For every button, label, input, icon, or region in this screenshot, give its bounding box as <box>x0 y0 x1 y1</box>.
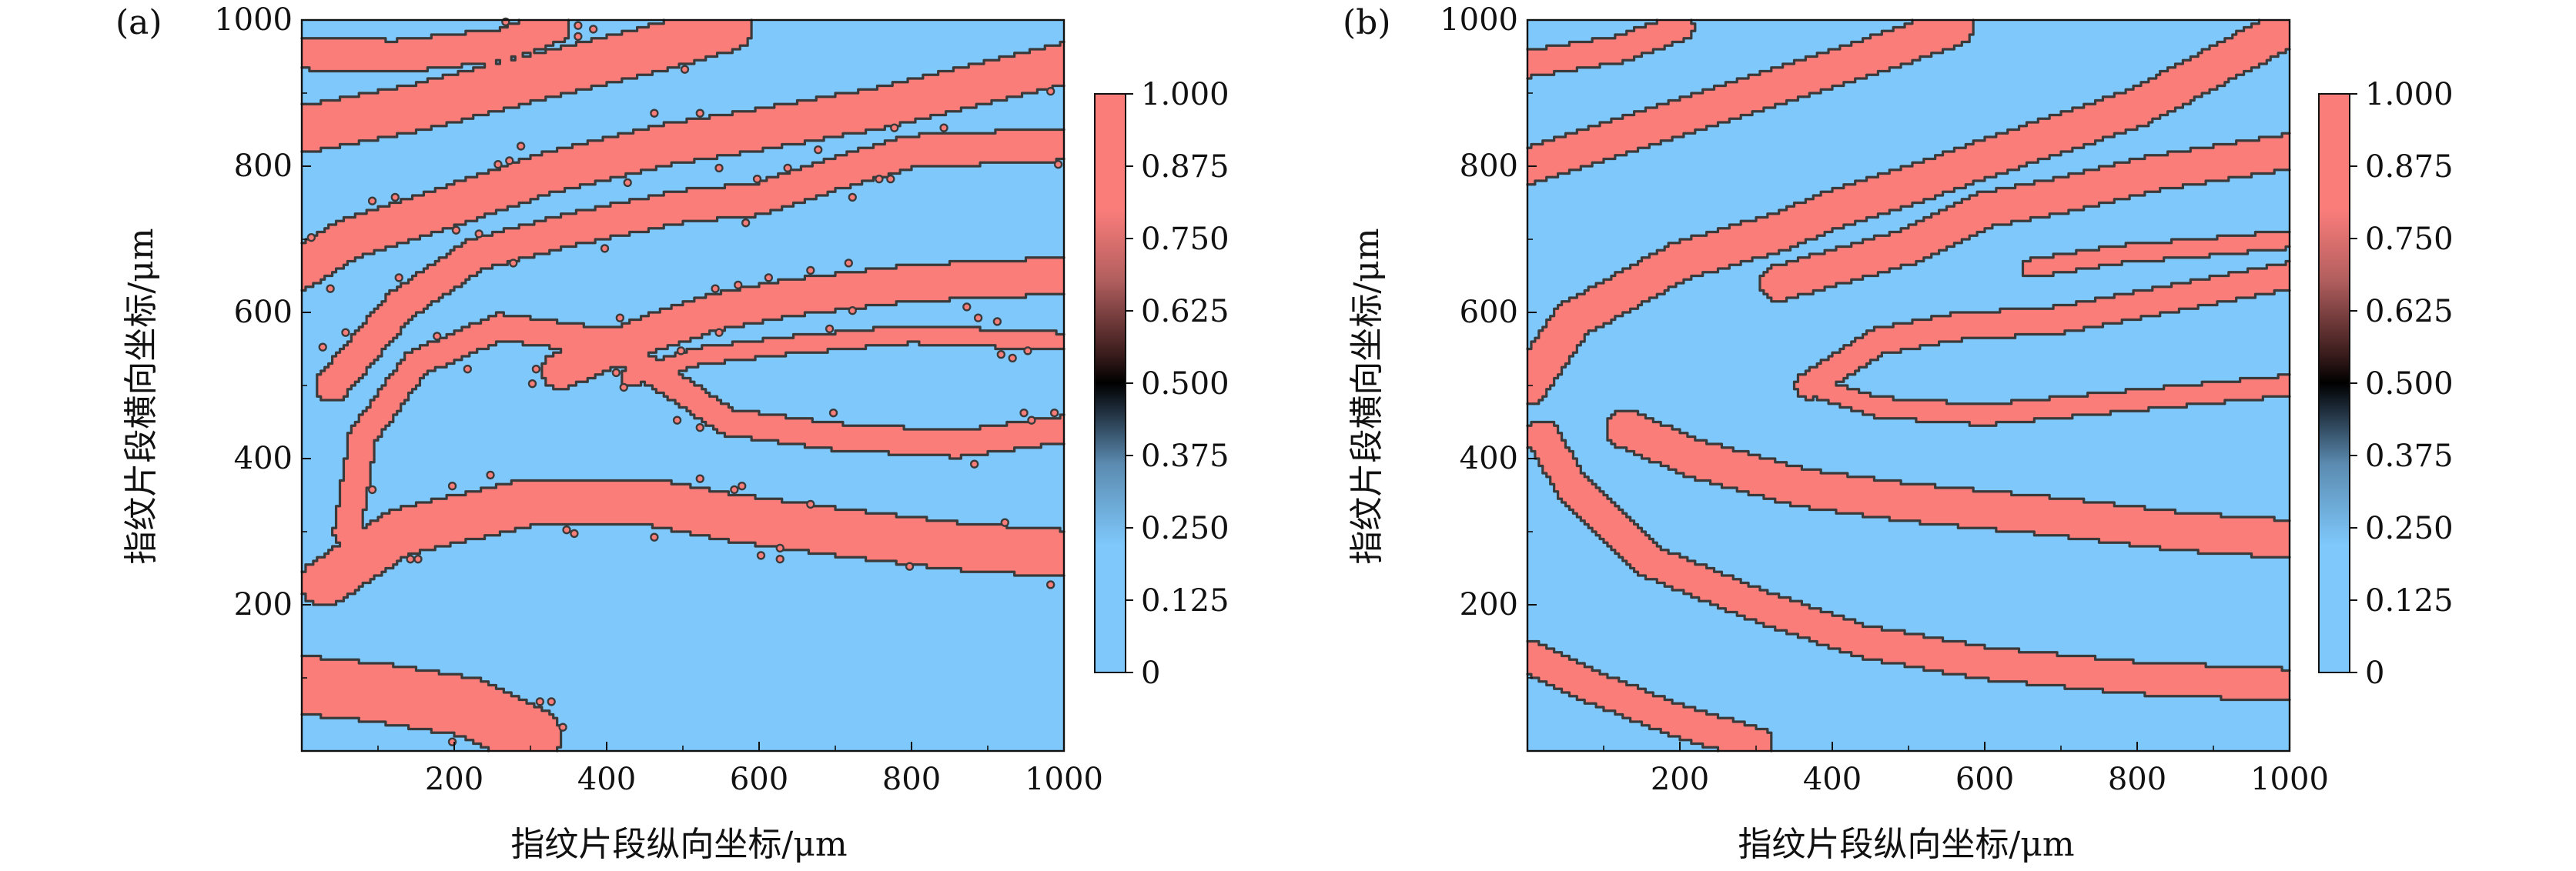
colorbar-tick-label: 0.500 <box>1141 366 1229 402</box>
x-axis-title-a: 指纹片段纵向坐标/μm <box>510 825 847 864</box>
colorbar-tick-label: 0.125 <box>1141 583 1229 619</box>
y-tick-label: 1000 <box>214 2 293 38</box>
colorbar-tick-label: 0 <box>2365 656 2384 691</box>
colorbar-tick-label: 1.000 <box>1141 77 1229 112</box>
colorbar-tick-label: 0.125 <box>2365 583 2454 619</box>
panel-b: (b) 200 400 600 800 1000 200 400 600 800 1000 指纹片… <box>1343 2 2454 864</box>
colorbar-tick-label: 0.250 <box>2365 511 2454 546</box>
y-axis-title-a: 指纹片段横向坐标/μm <box>122 228 161 564</box>
colorbar-tick-label: 0.375 <box>2365 439 2454 474</box>
x-tick-label: 400 <box>577 762 636 797</box>
colorbar-a: 0 0.125 0.250 0.375 0.500 0.625 0.750 0.875 1.00… <box>1094 77 1229 691</box>
y-tick-label: 600 <box>234 295 293 330</box>
colorbar-tick-label: 0.500 <box>2365 366 2454 402</box>
y-tick-label: 800 <box>1460 149 1518 184</box>
colorbar-tick-label: 0 <box>1141 656 1160 691</box>
colorbar-tick-label: 1.000 <box>2365 77 2454 112</box>
colorbar-tick-label: 0.625 <box>1141 294 1229 329</box>
x-axis-title-b: 指纹片段纵向坐标/μm <box>1738 825 2074 864</box>
colorbar-tick-label: 0.750 <box>2365 222 2454 257</box>
y-tick-label: 200 <box>234 587 293 622</box>
x-tick-label: 800 <box>882 762 941 797</box>
x-tick-label: 200 <box>1651 762 1709 797</box>
speckle-islands <box>306 17 1063 746</box>
panel-label-a: (a) <box>115 3 162 42</box>
contour-lines <box>1526 18 2291 753</box>
y-tick-label: 200 <box>1460 587 1518 622</box>
axes-a: 200 400 600 800 1000 200 400 600 800 1000 <box>214 2 1103 797</box>
y-tick-label: 1000 <box>1440 2 1518 38</box>
y-tick-label: 600 <box>1460 295 1518 330</box>
colorbar-gradient <box>1094 93 1126 673</box>
heatmap-region-high <box>301 20 1064 751</box>
colorbar-tick-label: 0.875 <box>2365 149 2454 185</box>
x-tick-label: 600 <box>730 762 788 797</box>
axes-b: 200 400 600 800 1000 200 400 600 800 1000 <box>1440 2 2329 797</box>
y-axis-title-b: 指纹片段横向坐标/μm <box>1347 228 1387 564</box>
heatmap-plot-b <box>1526 18 2291 753</box>
colorbar-tick-label: 0.750 <box>1141 222 1229 257</box>
x-tick-label: 400 <box>1803 762 1862 797</box>
colorbar-tick-label: 0.375 <box>1141 439 1229 474</box>
heatmap-plot-a <box>300 17 1066 753</box>
x-tick-label: 200 <box>425 762 483 797</box>
y-tick-label: 800 <box>234 149 293 184</box>
colorbar-tick-label: 0.875 <box>1141 149 1229 185</box>
x-tick-label: 800 <box>2108 762 2166 797</box>
x-tick-label: 600 <box>1955 762 2014 797</box>
panel-label-b: (b) <box>1343 3 1391 42</box>
x-tick-label: 1000 <box>2250 762 2329 797</box>
y-tick-label: 400 <box>1460 441 1518 476</box>
colorbar-tick-label: 0.250 <box>1141 511 1229 546</box>
colorbar-b: 0 0.125 0.250 0.375 0.500 0.625 0.750 0.875 1.00… <box>2318 77 2454 691</box>
panel-a: (a) 200 400 600 800 1000 200 400 600 800 1000 指纹片… <box>115 2 1229 864</box>
y-tick-label: 400 <box>234 441 293 476</box>
colorbar-tick-label: 0.625 <box>2365 294 2454 329</box>
x-tick-label: 1000 <box>1025 762 1103 797</box>
colorbar-gradient <box>2318 93 2350 673</box>
